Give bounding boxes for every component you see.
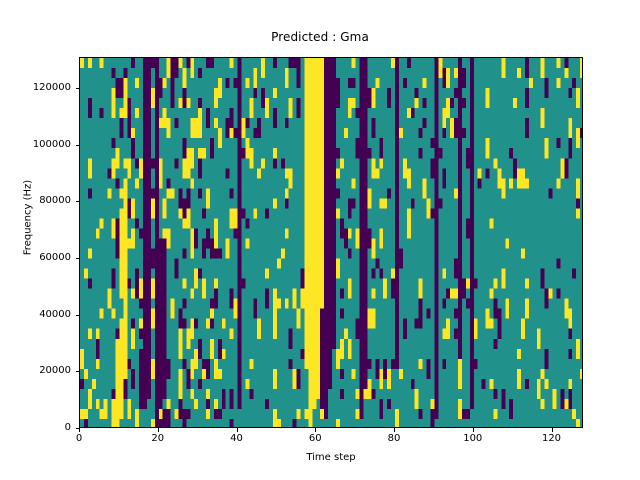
heatmap-plot-area [79, 57, 583, 428]
x-tick-mark [315, 428, 317, 432]
y-tick-label: 40000 [39, 308, 71, 320]
x-tick-label: 80 [387, 433, 401, 444]
y-tick-mark [75, 258, 79, 260]
y-tick-label: 0 [64, 422, 71, 433]
x-tick-label: 120 [541, 433, 562, 444]
y-tick-mark [75, 144, 79, 146]
y-tick-label: 60000 [39, 252, 71, 264]
x-tick-mark [472, 428, 474, 432]
y-tick-label: 20000 [39, 365, 71, 377]
y-tick-mark [75, 201, 79, 203]
heatmap-image [80, 58, 582, 427]
y-axis-label: Frequency (Hz) [22, 179, 34, 256]
y-tick-mark [75, 314, 79, 316]
x-axis-label: Time step [306, 452, 356, 463]
x-tick-mark [394, 428, 395, 432]
y-tick-label: 80000 [39, 195, 71, 207]
x-tick-mark [551, 428, 553, 432]
y-tick-mark [75, 88, 79, 90]
x-tick-label: 40 [230, 433, 243, 444]
x-tick-label: 0 [75, 433, 83, 444]
y-tick-mark [75, 428, 79, 429]
y-tick-label: 120000 [32, 82, 71, 94]
x-tick-mark [236, 428, 238, 432]
x-tick-label: 60 [308, 433, 322, 444]
x-tick-mark [157, 428, 159, 432]
chart-title: Predicted : Gma [271, 30, 369, 44]
y-tick-label: 100000 [32, 138, 71, 150]
y-tick-mark [75, 371, 79, 373]
x-tick-mark [79, 428, 80, 432]
x-tick-label: 20 [151, 433, 165, 444]
x-tick-label: 100 [463, 433, 483, 444]
